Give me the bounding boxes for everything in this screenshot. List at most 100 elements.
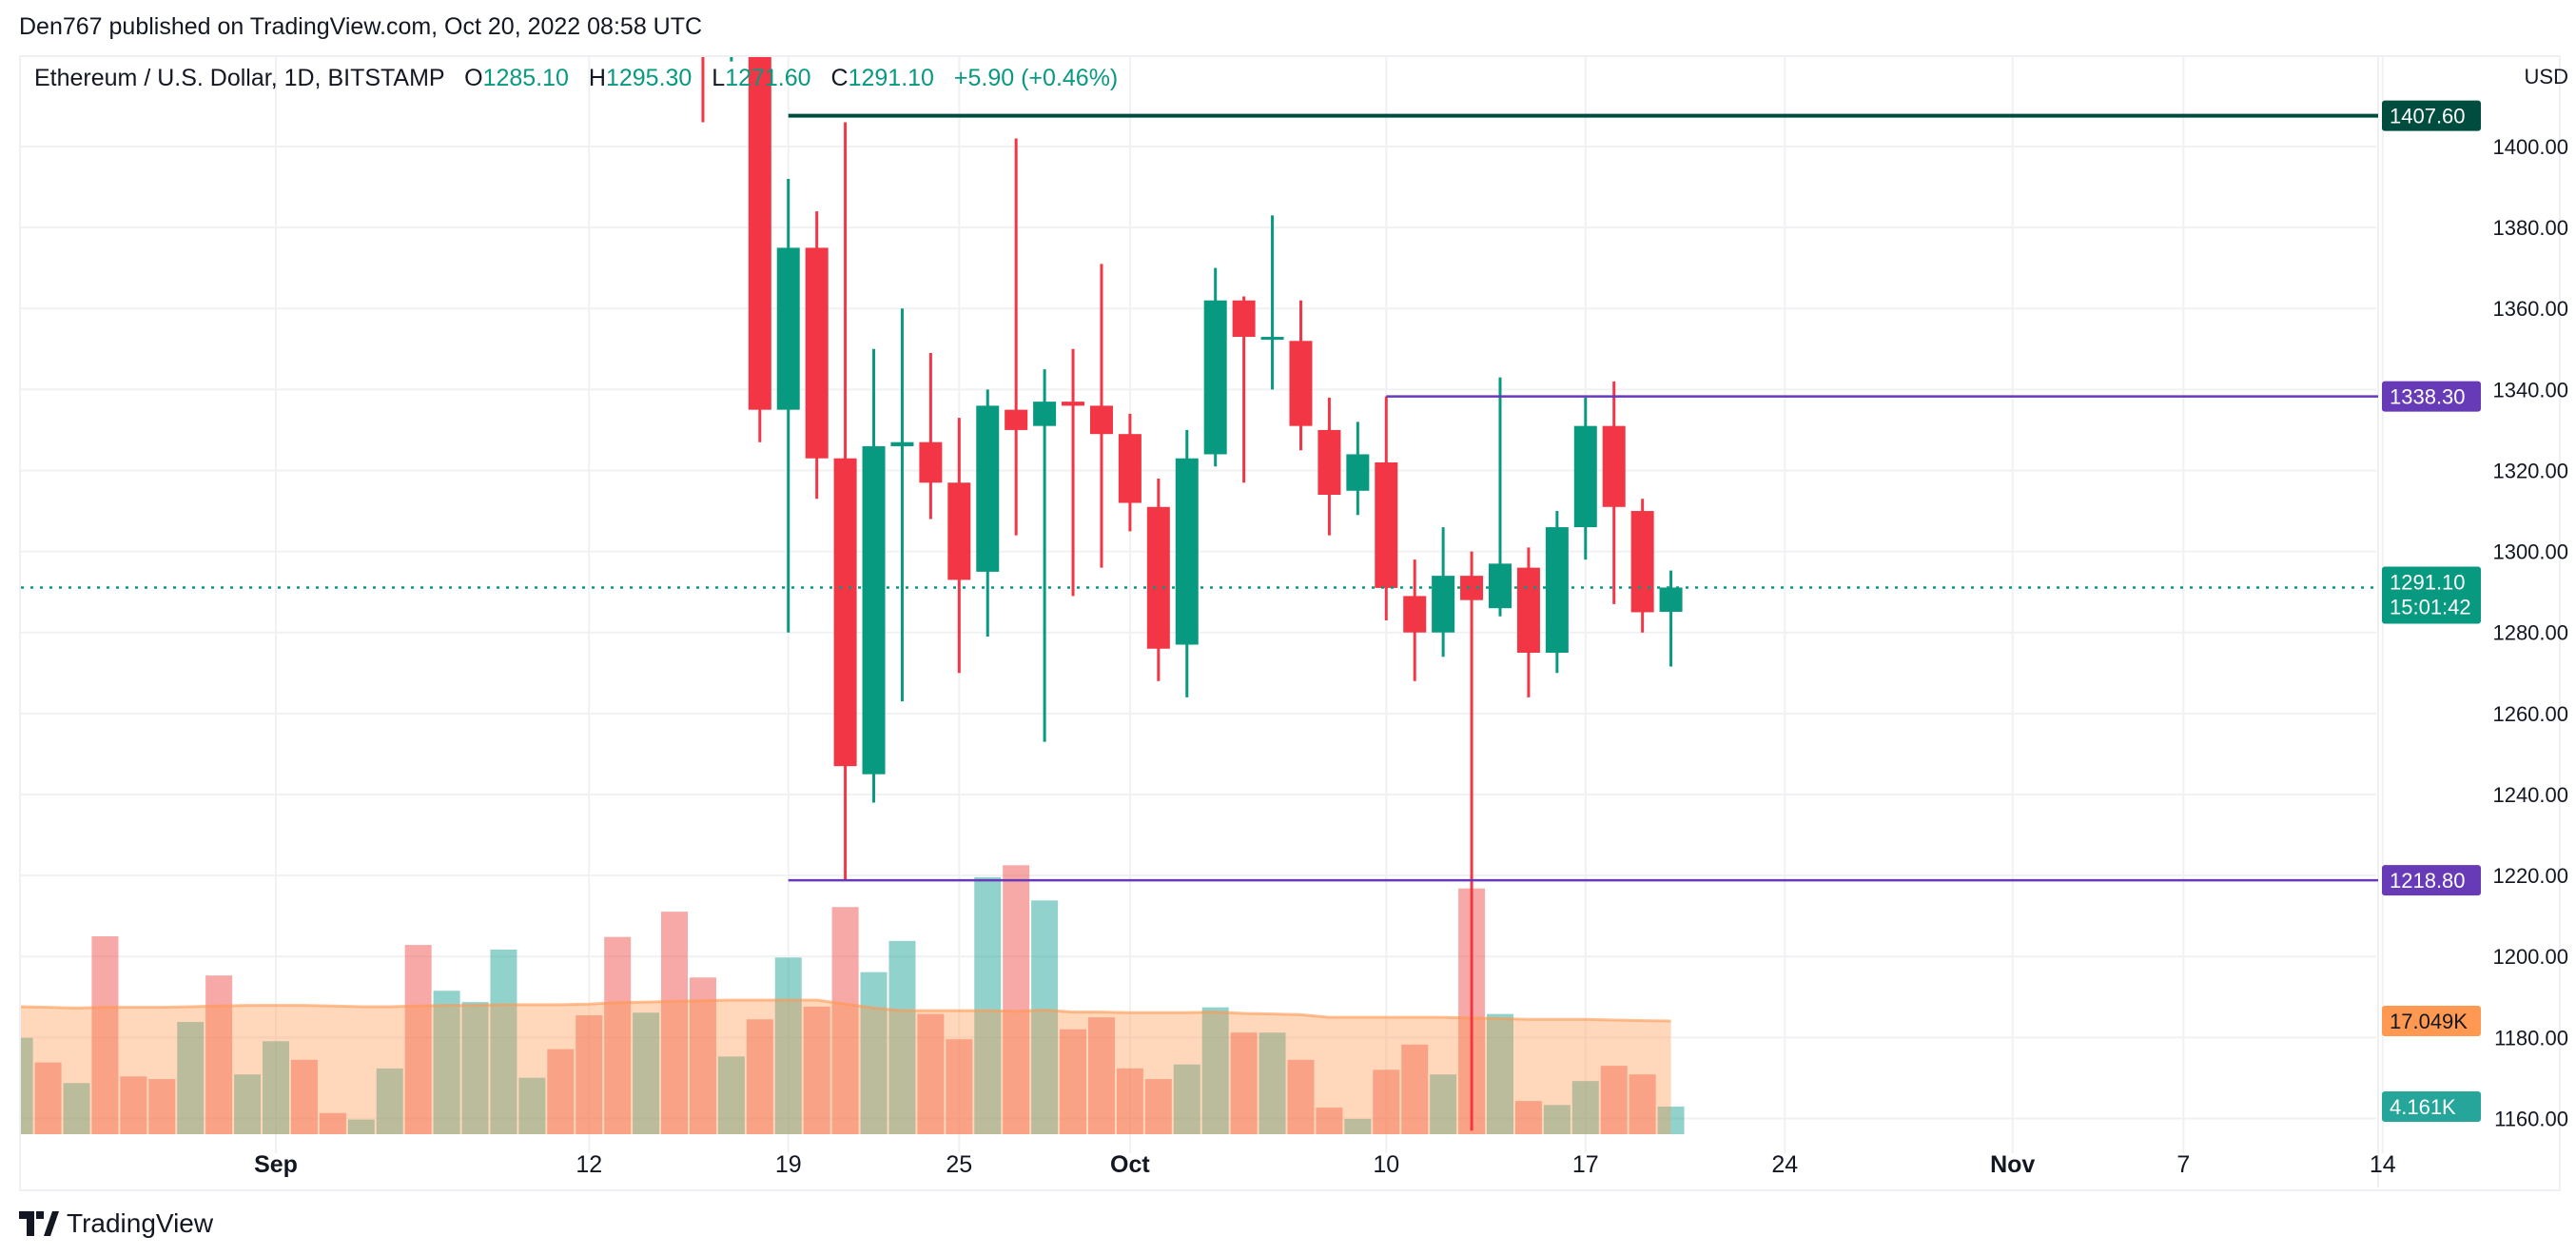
date-tick-label: 10	[1373, 1151, 1399, 1178]
price-tick-label: 1180.00	[2494, 1026, 2568, 1050]
price-tick-label: 1260.00	[2492, 702, 2568, 726]
candle-body	[1346, 454, 1370, 491]
volume-bar	[376, 1068, 403, 1134]
open-value: 1285.10	[482, 65, 569, 91]
time-axis[interactable]: Sep 12 19 25 Oct 10 17 24 Nov 7 14	[254, 1151, 2396, 1178]
date-tick-label: Sep	[254, 1151, 298, 1178]
volume-bar	[490, 949, 517, 1134]
volume-bar	[404, 945, 432, 1134]
candles	[692, 0, 1683, 1131]
date-tick-label: 17	[1572, 1151, 1599, 1178]
candle-body	[1289, 341, 1313, 426]
price-tick-label: 1400.00	[2492, 135, 2568, 159]
price-tick-label: 1380.00	[2492, 216, 2568, 240]
volume-bar	[661, 912, 689, 1134]
volume-bar	[1259, 1032, 1286, 1134]
volume-bar	[1486, 1013, 1513, 1134]
volume-bar	[717, 1056, 745, 1134]
volume-bar	[1144, 1079, 1172, 1134]
volume-bar	[774, 957, 802, 1134]
volume-bar	[1600, 1066, 1628, 1134]
volume-ma-line	[21, 998, 1671, 1023]
volume-bar	[1514, 1101, 1542, 1134]
candle-body	[1260, 337, 1284, 341]
date-tick-label: 12	[576, 1151, 602, 1178]
candle-body	[976, 405, 1000, 572]
volume-bar	[234, 1074, 262, 1134]
candle-body	[1573, 425, 1597, 528]
last-price-tag: 15:01:42	[2390, 595, 2471, 618]
symbol-title[interactable]: Ethereum / U.S. Dollar, 1D, BITSTAMP	[34, 65, 445, 91]
candle-body	[1659, 587, 1683, 613]
volume-bar	[1173, 1064, 1200, 1134]
volume-bar	[917, 1013, 945, 1134]
close-value: 1291.10	[848, 65, 934, 91]
footer: TradingView	[19, 1208, 213, 1239]
volume-bar	[1287, 1059, 1315, 1134]
volume-bar	[21, 1037, 33, 1134]
price-axis[interactable]: USD 1400.00 1380.00 1360.00 1340.00 1320.00 1…	[2492, 65, 2568, 1130]
candle-body	[1630, 511, 1654, 613]
candle-body	[1062, 402, 1085, 406]
volume-bar	[177, 1022, 205, 1134]
price-tick-label: 1220.00	[2492, 864, 2568, 888]
volume-bar	[803, 1006, 830, 1134]
candle-body	[890, 442, 914, 446]
volume-bar	[604, 936, 632, 1134]
volume-bar	[518, 1077, 546, 1134]
candle-body	[1516, 567, 1540, 653]
tradingview-logo-icon	[19, 1211, 59, 1236]
candle-body	[1033, 402, 1057, 426]
volume-bar	[860, 971, 888, 1134]
level-price-tag-bg	[2382, 865, 2481, 896]
change-value: +5.90 (+0.46%)	[953, 65, 1119, 91]
level-price-tag: 1218.80	[2390, 869, 2466, 893]
currency-label: USD	[2525, 65, 2568, 88]
volume-bars	[21, 865, 1685, 1134]
volume-bar	[290, 1059, 318, 1134]
volume-bar	[433, 991, 460, 1134]
level-price-tag-bg	[2382, 381, 2481, 412]
price-tick-label: 1300.00	[2492, 540, 2568, 564]
volume-bar	[974, 876, 1002, 1134]
candle-body	[776, 247, 800, 410]
volume-bar	[888, 940, 916, 1134]
chart-frame	[19, 55, 2561, 1191]
volume-ma-tag: 17.049K	[2390, 1010, 2468, 1033]
last-price-tag-bg	[2382, 566, 2481, 624]
low-value: 1271.60	[725, 65, 811, 91]
candle-body	[947, 482, 971, 580]
volume-bar	[576, 1015, 603, 1134]
price-tick-label: 1280.00	[2492, 621, 2568, 645]
candle-body	[1375, 461, 1398, 588]
volume-bar	[1316, 1108, 1343, 1134]
brand-name: TradingView	[67, 1208, 214, 1238]
last-price-tag: 1291.10	[2390, 570, 2466, 594]
candle-body	[1432, 576, 1455, 633]
date-tick-label: 14	[2370, 1151, 2396, 1178]
volume-bar	[1230, 1032, 1258, 1134]
price-tick-label: 1160.00	[2494, 1107, 2568, 1130]
date-tick-label: 7	[2176, 1151, 2190, 1178]
volume-bar	[263, 1041, 289, 1134]
volume-bar	[1373, 1070, 1400, 1134]
price-tick-label: 1320.00	[2492, 459, 2568, 482]
candle-body	[919, 442, 943, 483]
candle-body	[692, 0, 714, 17]
candle-body	[1460, 576, 1484, 600]
high-label: H	[588, 65, 606, 91]
volume-bar	[1401, 1044, 1429, 1134]
open-label: O	[464, 65, 483, 91]
volume-bar	[1003, 865, 1030, 1134]
volume-bar	[319, 1112, 346, 1134]
candle-body	[1602, 425, 1626, 507]
date-tick-label: 24	[1771, 1151, 1798, 1178]
price-tick-label: 1340.00	[2492, 378, 2568, 402]
volume-bar	[1344, 1118, 1372, 1134]
volume-bar	[148, 1079, 176, 1134]
publisher-caption: Den767 published on TradingView.com, Oct…	[19, 13, 703, 40]
volume-bar	[1430, 1074, 1457, 1134]
candle-body	[1317, 429, 1341, 496]
